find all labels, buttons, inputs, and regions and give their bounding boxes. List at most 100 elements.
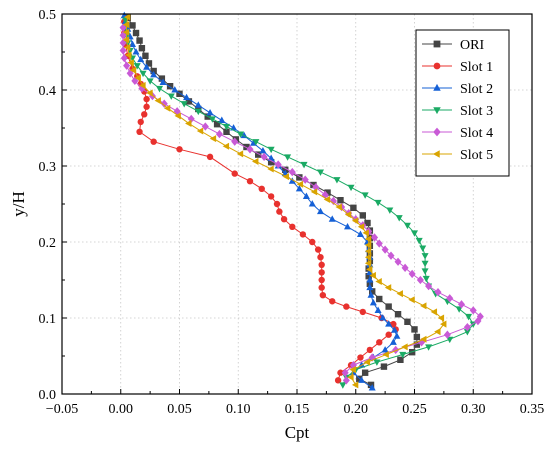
data-point-slot-5 <box>344 211 352 219</box>
data-point-ori <box>145 60 153 67</box>
legend-label-slot-1: Slot 1 <box>460 60 493 75</box>
data-point-slot-4 <box>120 53 128 63</box>
data-point-slot-5 <box>129 66 137 74</box>
data-point-slot-1 <box>267 193 275 200</box>
series-layer <box>119 11 484 391</box>
legend-label-slot-4: Slot 4 <box>460 126 493 141</box>
data-point-slot-5 <box>347 373 354 381</box>
data-point-ori <box>385 303 392 310</box>
legend-label-slot-2: Slot 2 <box>460 82 493 97</box>
data-point-slot-1 <box>343 303 350 310</box>
data-point-ori <box>364 219 371 227</box>
data-point-slot-1 <box>376 339 383 346</box>
data-point-slot-5 <box>364 253 372 261</box>
legend: ORI Slot 1 Slot 2 Slot 3 Slot 4 Slot 5 <box>415 29 510 177</box>
data-point-slot-1 <box>366 346 374 354</box>
y-axis-title: y/H <box>9 191 28 217</box>
data-point-slot-2 <box>218 116 226 123</box>
x-tick-label: 0.15 <box>285 402 310 417</box>
data-point-slot-2 <box>389 338 397 345</box>
data-point-slot-5 <box>267 165 274 173</box>
data-point-ori <box>213 121 221 128</box>
x-axis-title: Cpt <box>285 423 310 442</box>
x-tick-label: 0.10 <box>226 402 251 417</box>
data-point-slot-4 <box>187 114 195 124</box>
data-point-ori <box>337 197 344 204</box>
data-point-slot-3 <box>386 207 394 214</box>
y-tick-label: 0.3 <box>39 160 57 175</box>
data-point-slot-4 <box>349 360 357 370</box>
data-point-slot-5 <box>408 296 415 304</box>
data-point-slot-3 <box>284 154 292 161</box>
data-point-slot-4 <box>201 122 209 131</box>
data-point-slot-3 <box>373 359 381 366</box>
legend-marker-ori <box>433 40 441 48</box>
legend-marker-slot-3 <box>433 107 441 115</box>
data-point-slot-3 <box>425 344 433 351</box>
y-tick-label: 0.4 <box>39 84 57 99</box>
data-point-slot-5 <box>363 358 371 366</box>
legend-label-slot-3: Slot 3 <box>460 104 493 119</box>
data-point-ori <box>413 341 421 348</box>
data-point-slot-3 <box>421 260 429 268</box>
data-point-slot-5 <box>174 112 181 120</box>
data-point-slot-3 <box>347 184 355 192</box>
data-point-slot-5 <box>420 302 427 310</box>
data-point-slot-2 <box>295 184 303 192</box>
data-point-slot-5 <box>384 284 392 292</box>
data-point-ori <box>397 356 404 363</box>
data-point-slot-5 <box>366 265 373 273</box>
x-tick-label: 0.00 <box>109 402 134 417</box>
data-point-slot-1 <box>337 369 344 376</box>
data-point-slot-4 <box>260 152 268 162</box>
data-point-slot-5 <box>222 142 230 150</box>
data-point-ori <box>367 381 375 389</box>
data-point-slot-5 <box>296 180 304 188</box>
data-point-slot-2 <box>385 320 393 327</box>
data-point-slot-1 <box>314 246 322 253</box>
data-point-slot-5 <box>351 381 359 389</box>
data-point-ori <box>296 174 303 181</box>
data-point-slot-5 <box>364 241 372 249</box>
data-point-slot-5 <box>123 43 131 51</box>
data-point-slot-4 <box>387 251 395 260</box>
data-point-slot-4 <box>463 322 471 332</box>
data-point-slot-5 <box>420 335 427 343</box>
data-point-slot-3 <box>399 351 407 359</box>
data-point-slot-2 <box>159 78 167 85</box>
data-point-slot-2 <box>194 101 202 108</box>
data-point-slot-5 <box>357 223 365 231</box>
data-point-slot-3 <box>415 237 423 245</box>
y-tick-label: 0.5 <box>39 8 57 23</box>
data-point-slot-4 <box>469 306 477 315</box>
data-point-slot-2 <box>288 177 296 184</box>
data-point-slot-5 <box>310 188 318 196</box>
data-point-slot-3 <box>146 78 154 85</box>
data-point-slot-2 <box>379 314 387 321</box>
data-point-slot-3 <box>339 382 347 389</box>
data-point-slot-1 <box>317 254 324 261</box>
data-point-slot-3 <box>156 85 164 93</box>
data-point-slot-2 <box>206 108 214 116</box>
data-point-slot-3 <box>237 131 245 138</box>
x-tick-label: 0.30 <box>461 402 486 417</box>
data-point-slot-3 <box>316 169 325 176</box>
data-point-slot-5 <box>323 195 331 203</box>
data-point-slot-3 <box>124 40 132 47</box>
data-point-slot-2 <box>369 298 377 306</box>
data-point-ori <box>138 45 146 52</box>
data-point-slot-5 <box>185 119 192 127</box>
legend-marker-slot-1 <box>433 62 441 70</box>
data-point-slot-5 <box>125 51 132 59</box>
data-point-slot-1 <box>390 320 397 328</box>
data-point-ori <box>255 151 262 158</box>
data-point-slot-3 <box>139 70 147 78</box>
data-point-slot-5 <box>146 89 153 97</box>
data-point-slot-3 <box>333 177 341 184</box>
x-tick-label: −0.05 <box>46 402 78 417</box>
data-point-slot-1 <box>141 111 148 118</box>
x-tick-label: 0.20 <box>344 402 369 417</box>
data-point-slot-3 <box>463 329 471 336</box>
data-point-slot-3 <box>395 215 403 222</box>
data-point-slot-1 <box>143 103 150 110</box>
